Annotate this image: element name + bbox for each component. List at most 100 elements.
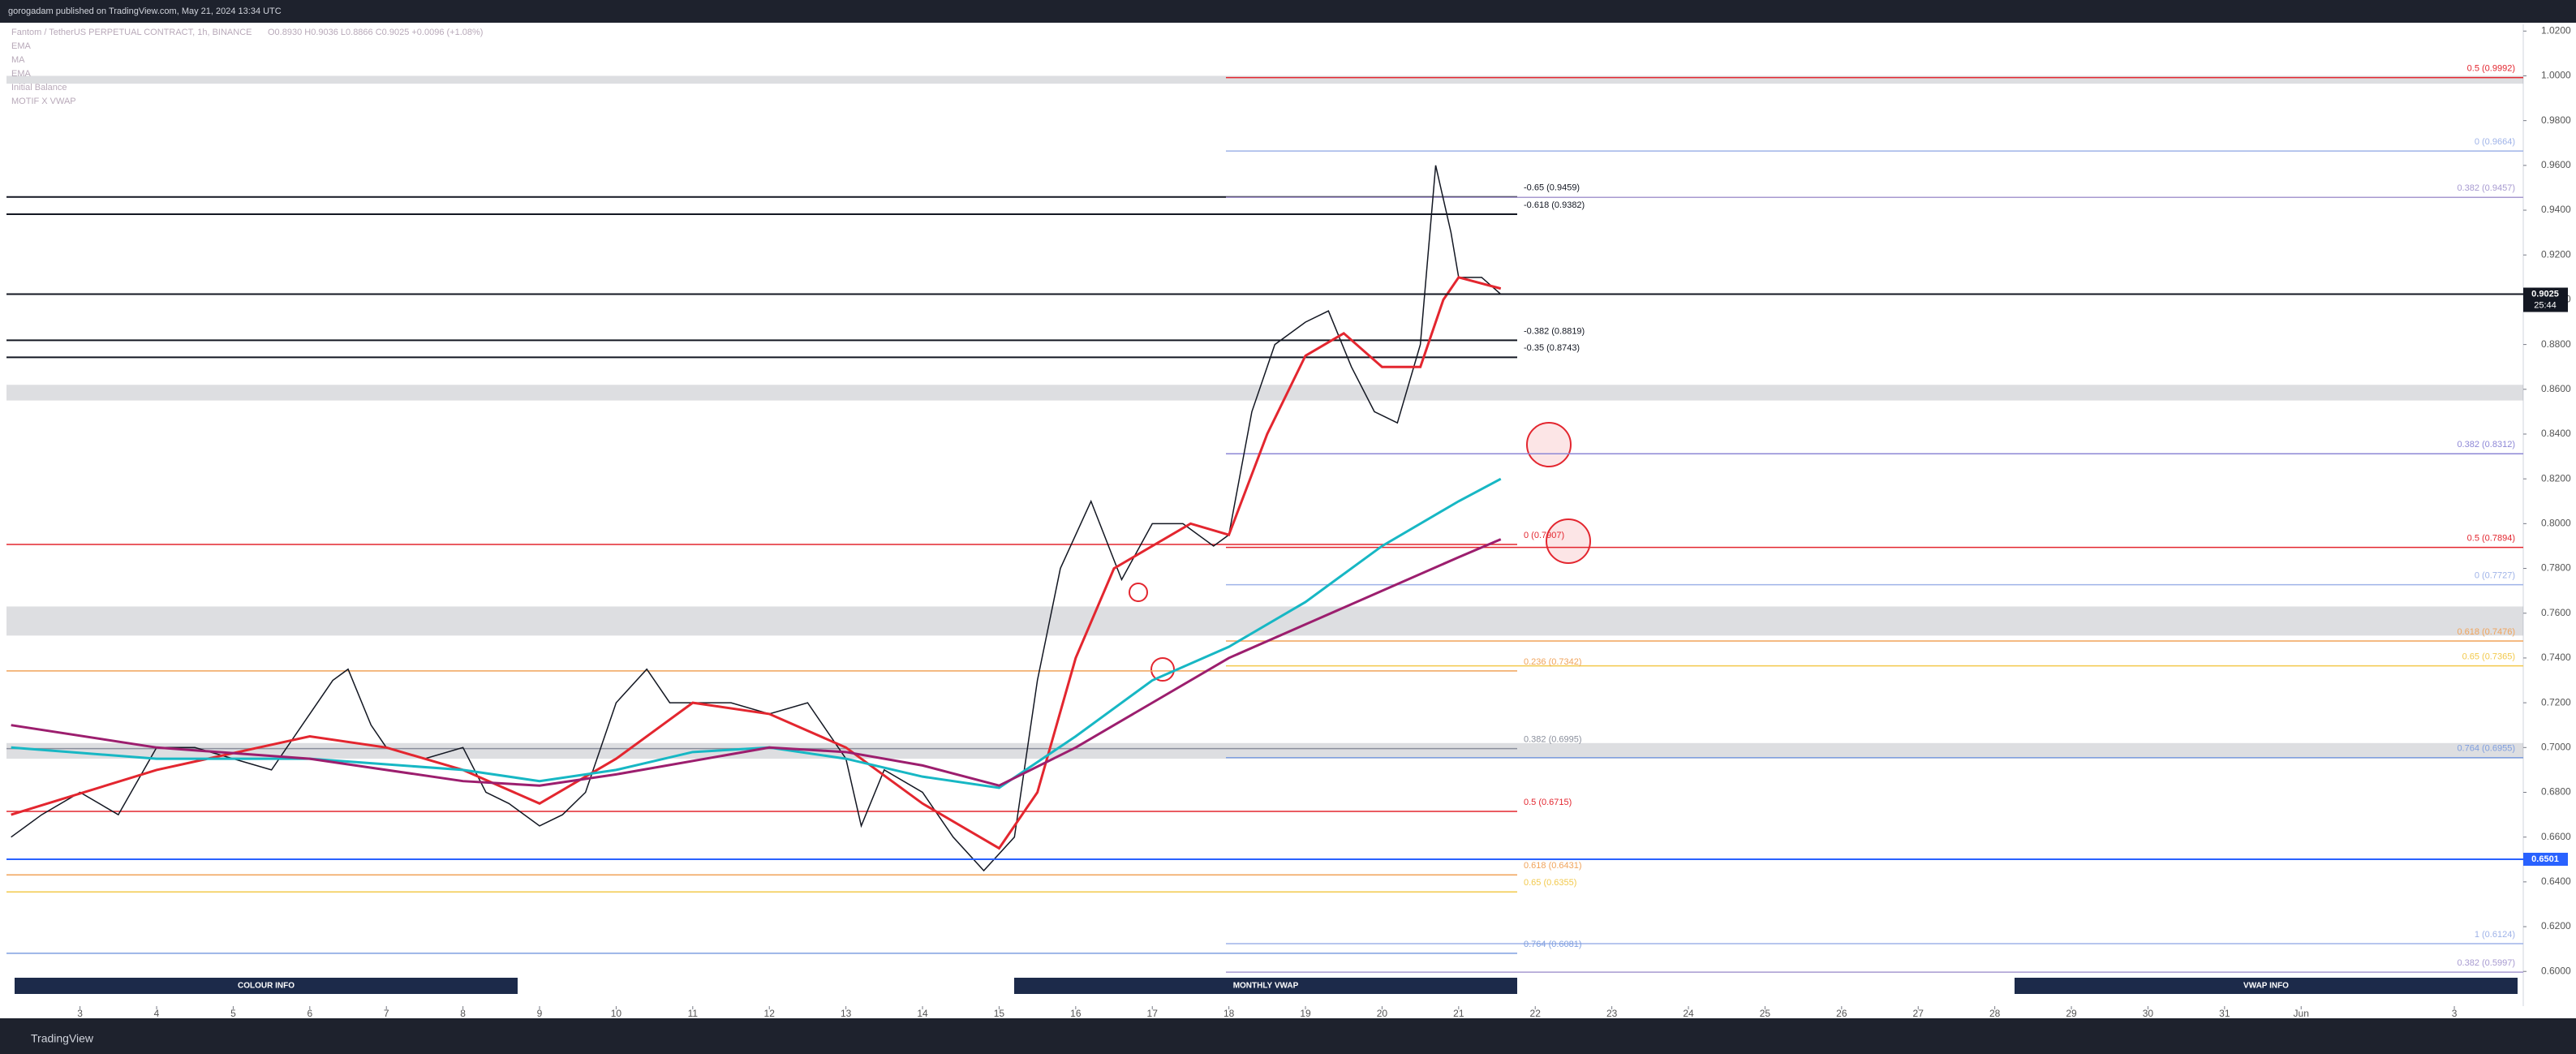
x-tick-label: 13 xyxy=(841,1008,852,1019)
y-tick-label: 0.7600 xyxy=(2541,607,2571,618)
level-label: 0 (0.7727) xyxy=(2475,571,2515,581)
bottom-bar xyxy=(0,1018,2576,1054)
price-tag-label: 0.9025 xyxy=(2531,289,2559,299)
level-label: 0.382 (0.5997) xyxy=(2457,958,2515,968)
level-label: 1 (0.6124) xyxy=(2475,930,2515,940)
indicator: EMA xyxy=(11,41,32,51)
level-label: 0.382 (0.6995) xyxy=(1524,735,1582,745)
indicator: Initial Balance xyxy=(11,83,67,92)
x-tick-label: 12 xyxy=(764,1008,776,1019)
x-tick-label: 29 xyxy=(2066,1008,2077,1019)
x-tick-label: 14 xyxy=(917,1008,928,1019)
price-tag xyxy=(2523,852,2568,866)
y-tick-label: 0.9200 xyxy=(2541,248,2571,260)
indicator: MOTIF X VWAP xyxy=(11,97,76,106)
moving-average xyxy=(11,276,1502,850)
y-tick-label: 0.7800 xyxy=(2541,562,2571,574)
x-tick-label: 16 xyxy=(1070,1008,1082,1019)
annotation-circle xyxy=(1526,422,1572,467)
level-label: 0.5 (0.6715) xyxy=(1524,798,1572,807)
zone xyxy=(6,742,2523,759)
price-tag xyxy=(2523,287,2568,312)
indicator: MA xyxy=(11,55,25,65)
x-tick-label: 11 xyxy=(688,1008,699,1019)
level-label: 0.618 (0.7476) xyxy=(2457,627,2515,637)
level-label: -0.618 (0.9382) xyxy=(1524,200,1585,210)
level-label: -0.65 (0.9459) xyxy=(1524,183,1580,193)
info-box-label: MONTHLY VWAP xyxy=(1233,982,1299,991)
x-tick-label: 7 xyxy=(384,1008,389,1019)
y-tick-label: 0.7400 xyxy=(2541,652,2571,663)
x-tick-label: 3 xyxy=(77,1008,83,1019)
y-tick-label: 0.8800 xyxy=(2541,338,2571,350)
x-tick-label: Jun xyxy=(2294,1008,2309,1019)
annotation-circle xyxy=(1150,657,1175,682)
footer: TradingView xyxy=(31,1032,94,1045)
x-tick-label: 30 xyxy=(2143,1008,2154,1019)
x-tick-label: 26 xyxy=(1836,1008,1847,1019)
x-tick-label: 22 xyxy=(1530,1008,1542,1019)
zone xyxy=(6,606,2523,636)
moving-average xyxy=(11,477,1502,789)
level-label: 0.5 (0.7894) xyxy=(2467,534,2515,544)
x-tick-label: 25 xyxy=(1760,1008,1771,1019)
y-tick-label: 0.9800 xyxy=(2541,114,2571,126)
info-box-label: VWAP INFO xyxy=(2243,982,2289,991)
y-tick-label: 0.6800 xyxy=(2541,786,2571,798)
x-tick-label: 8 xyxy=(460,1008,466,1019)
level-label: -0.35 (0.8743) xyxy=(1524,343,1580,353)
x-tick-label: 24 xyxy=(1683,1008,1694,1019)
level-label: 0.236 (0.7342) xyxy=(1524,657,1582,667)
level-label: 0.5 (0.9992) xyxy=(2467,64,2515,74)
x-tick-label: 10 xyxy=(611,1008,622,1019)
annotation-circle xyxy=(1546,518,1591,564)
level-label: 0.65 (0.7365) xyxy=(2462,652,2515,661)
info-box xyxy=(15,978,518,994)
level-label: 0.382 (0.9457) xyxy=(2457,183,2515,193)
x-tick-label: 15 xyxy=(994,1008,1005,1019)
y-tick-label: 0.6400 xyxy=(2541,875,2571,887)
x-tick-label: 28 xyxy=(1989,1008,2001,1019)
x-tick-label: 19 xyxy=(1300,1008,1311,1019)
level-label: -0.382 (0.8819) xyxy=(1524,326,1585,336)
x-tick-label: 27 xyxy=(1913,1008,1924,1019)
x-tick-label: 6 xyxy=(307,1008,312,1019)
y-tick-label: 0.8400 xyxy=(2541,428,2571,439)
x-tick-label: 9 xyxy=(537,1008,543,1019)
x-tick-label: 4 xyxy=(154,1008,160,1019)
y-tick-label: 0.8000 xyxy=(2541,518,2571,529)
x-tick-label: 31 xyxy=(2219,1008,2230,1019)
moving-average xyxy=(11,538,1502,787)
y-tick-label: 0.6600 xyxy=(2541,831,2571,842)
y-tick-label: 0.7000 xyxy=(2541,741,2571,752)
y-tick-label: 0.6200 xyxy=(2541,920,2571,931)
y-tick-label: 0.8200 xyxy=(2541,472,2571,484)
top-bar xyxy=(0,0,2576,23)
y-tick-label: 0.7200 xyxy=(2541,696,2571,708)
x-tick-label: 5 xyxy=(230,1008,236,1019)
x-tick-label: 21 xyxy=(1453,1008,1464,1019)
zone xyxy=(6,75,2523,84)
zone xyxy=(6,385,2523,401)
x-tick-label: 18 xyxy=(1223,1008,1235,1019)
price-tag-sub: 25:44 xyxy=(2534,300,2557,310)
info-box xyxy=(2015,978,2518,994)
symbol: Fantom / TetherUS PERPETUAL CONTRACT, 1h… xyxy=(11,28,252,37)
ohlc: O0.8930 H0.9036 L0.8866 C0.9025 +0.0096 … xyxy=(268,28,483,37)
indicator: EMA xyxy=(11,69,32,79)
y-tick-label: 1.0000 xyxy=(2541,70,2571,81)
published: gorogadam published on TradingView.com, … xyxy=(8,6,282,16)
level-label: 0 (0.9664) xyxy=(2475,137,2515,147)
level-label: 0.764 (0.6955) xyxy=(2457,744,2515,754)
level-label: 0.764 (0.6081) xyxy=(1524,940,1582,949)
annotation-circle xyxy=(1129,583,1148,602)
x-tick-label: 20 xyxy=(1377,1008,1388,1019)
y-tick-label: 0.6000 xyxy=(2541,965,2571,976)
info-box xyxy=(1014,978,1517,994)
price-line xyxy=(11,165,1502,872)
info-box-label: COLOUR INFO xyxy=(238,982,295,991)
y-tick-label: 0.9400 xyxy=(2541,204,2571,215)
y-tick-label: 0.9600 xyxy=(2541,159,2571,170)
